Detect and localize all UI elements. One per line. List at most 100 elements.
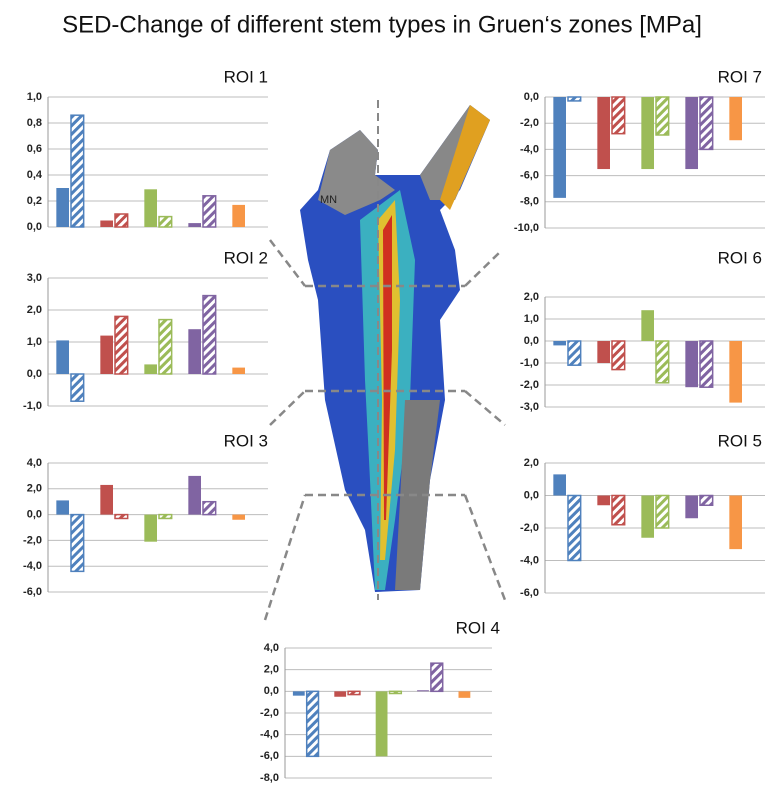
- y-tick-label: -2,0: [520, 522, 539, 534]
- bar: [700, 496, 713, 506]
- bar: [144, 364, 157, 374]
- chart-title: ROI 7: [718, 67, 762, 86]
- bar: [641, 310, 654, 341]
- y-tick-label: 0,0: [27, 509, 42, 521]
- chart-title: ROI 2: [224, 248, 268, 267]
- bar: [568, 341, 581, 365]
- bar: [568, 496, 581, 561]
- y-tick-label: -4,0: [260, 729, 279, 741]
- roi-chart: ROI 10,00,20,40,60,81,0: [27, 67, 268, 232]
- y-tick-label: 2,0: [524, 291, 539, 303]
- y-tick-label: 0,0: [524, 489, 539, 501]
- y-tick-label: 1,0: [524, 313, 539, 325]
- bar: [232, 205, 245, 227]
- roi-chart: ROI 5-6,0-4,0-2,00,02,0: [520, 431, 765, 598]
- bar: [431, 663, 443, 691]
- y-tick-label: -6,0: [23, 586, 42, 598]
- y-tick-label: 0,2: [27, 195, 42, 207]
- y-tick-label: 0,0: [27, 368, 42, 380]
- y-tick-label: 0,0: [524, 335, 539, 347]
- y-tick-label: 0,0: [27, 221, 42, 233]
- bar: [71, 115, 84, 227]
- bar: [159, 217, 172, 227]
- bar: [597, 496, 610, 506]
- bar: [417, 690, 429, 691]
- bar: [188, 329, 201, 374]
- bar: [656, 97, 669, 135]
- y-tick-label: -2,0: [260, 707, 279, 719]
- bar: [56, 500, 69, 514]
- bar: [612, 341, 625, 370]
- y-tick-label: -8,0: [260, 772, 279, 784]
- y-tick-label: -6,0: [260, 750, 279, 762]
- y-tick-label: 0,4: [27, 169, 43, 181]
- bar: [700, 97, 713, 149]
- figure: SED-Change of different stem types in Gr…: [0, 0, 765, 785]
- y-tick-label: -6,0: [520, 170, 539, 182]
- bar: [729, 97, 742, 140]
- bar: [232, 368, 245, 374]
- bar: [203, 196, 216, 227]
- bar: [612, 496, 625, 525]
- y-tick-label: -4,0: [23, 560, 42, 572]
- bar: [656, 341, 669, 383]
- bar: [188, 223, 201, 227]
- figure-title: SED-Change of different stem types in Gr…: [62, 11, 702, 38]
- bar: [203, 296, 216, 374]
- roi-chart: ROI 3-6,0-4,0-2,00,02,04,0: [23, 431, 268, 597]
- y-tick-label: 2,0: [524, 457, 539, 469]
- bar: [685, 97, 698, 169]
- bar: [641, 97, 654, 169]
- y-tick-label: 0,0: [264, 685, 279, 697]
- roi-chart: ROI 2-1,00,01,02,03,0: [23, 248, 268, 411]
- bar: [553, 97, 566, 198]
- y-tick-label: 0,0: [524, 91, 539, 103]
- y-tick-label: -8,0: [520, 196, 539, 208]
- bar: [553, 341, 566, 345]
- bar: [656, 496, 669, 529]
- chart-title: ROI 4: [456, 618, 500, 637]
- y-tick-label: -2,0: [23, 534, 42, 546]
- y-tick-label: -2,0: [520, 379, 539, 391]
- y-tick-label: 1,0: [27, 336, 42, 348]
- chart-title: ROI 5: [718, 431, 762, 450]
- bar: [348, 691, 360, 694]
- bar: [100, 485, 113, 515]
- y-tick-label: -3,0: [520, 401, 539, 413]
- bar: [100, 221, 113, 228]
- bar: [700, 341, 713, 387]
- chart-title: ROI 3: [224, 431, 268, 450]
- bar: [144, 515, 157, 542]
- bar: [597, 97, 610, 169]
- bar: [729, 496, 742, 550]
- bar: [203, 502, 216, 515]
- bar: [641, 496, 654, 538]
- image-label: MN: [320, 194, 337, 206]
- y-tick-label: 0,8: [27, 117, 42, 129]
- bar: [159, 515, 172, 519]
- bar: [729, 341, 742, 403]
- bar: [115, 515, 128, 519]
- bar: [376, 691, 388, 756]
- y-tick-label: 3,0: [27, 272, 42, 284]
- bar: [307, 691, 319, 756]
- bar: [612, 97, 625, 134]
- bar: [71, 515, 84, 572]
- bar: [334, 691, 346, 696]
- y-tick-label: 4,0: [27, 457, 42, 469]
- y-tick-label: -1,0: [23, 400, 42, 412]
- bar: [553, 474, 566, 495]
- bar: [115, 214, 128, 227]
- bar: [159, 320, 172, 374]
- y-tick-label: -4,0: [520, 554, 539, 566]
- bar: [56, 340, 69, 374]
- bar: [293, 691, 305, 695]
- bar: [459, 691, 471, 698]
- chart-title: ROI 6: [718, 248, 762, 267]
- bar: [597, 341, 610, 363]
- bar: [188, 476, 201, 515]
- bar: [685, 496, 698, 519]
- bar: [71, 374, 84, 401]
- y-tick-label: -2,0: [520, 117, 539, 129]
- y-tick-label: 0,6: [27, 143, 42, 155]
